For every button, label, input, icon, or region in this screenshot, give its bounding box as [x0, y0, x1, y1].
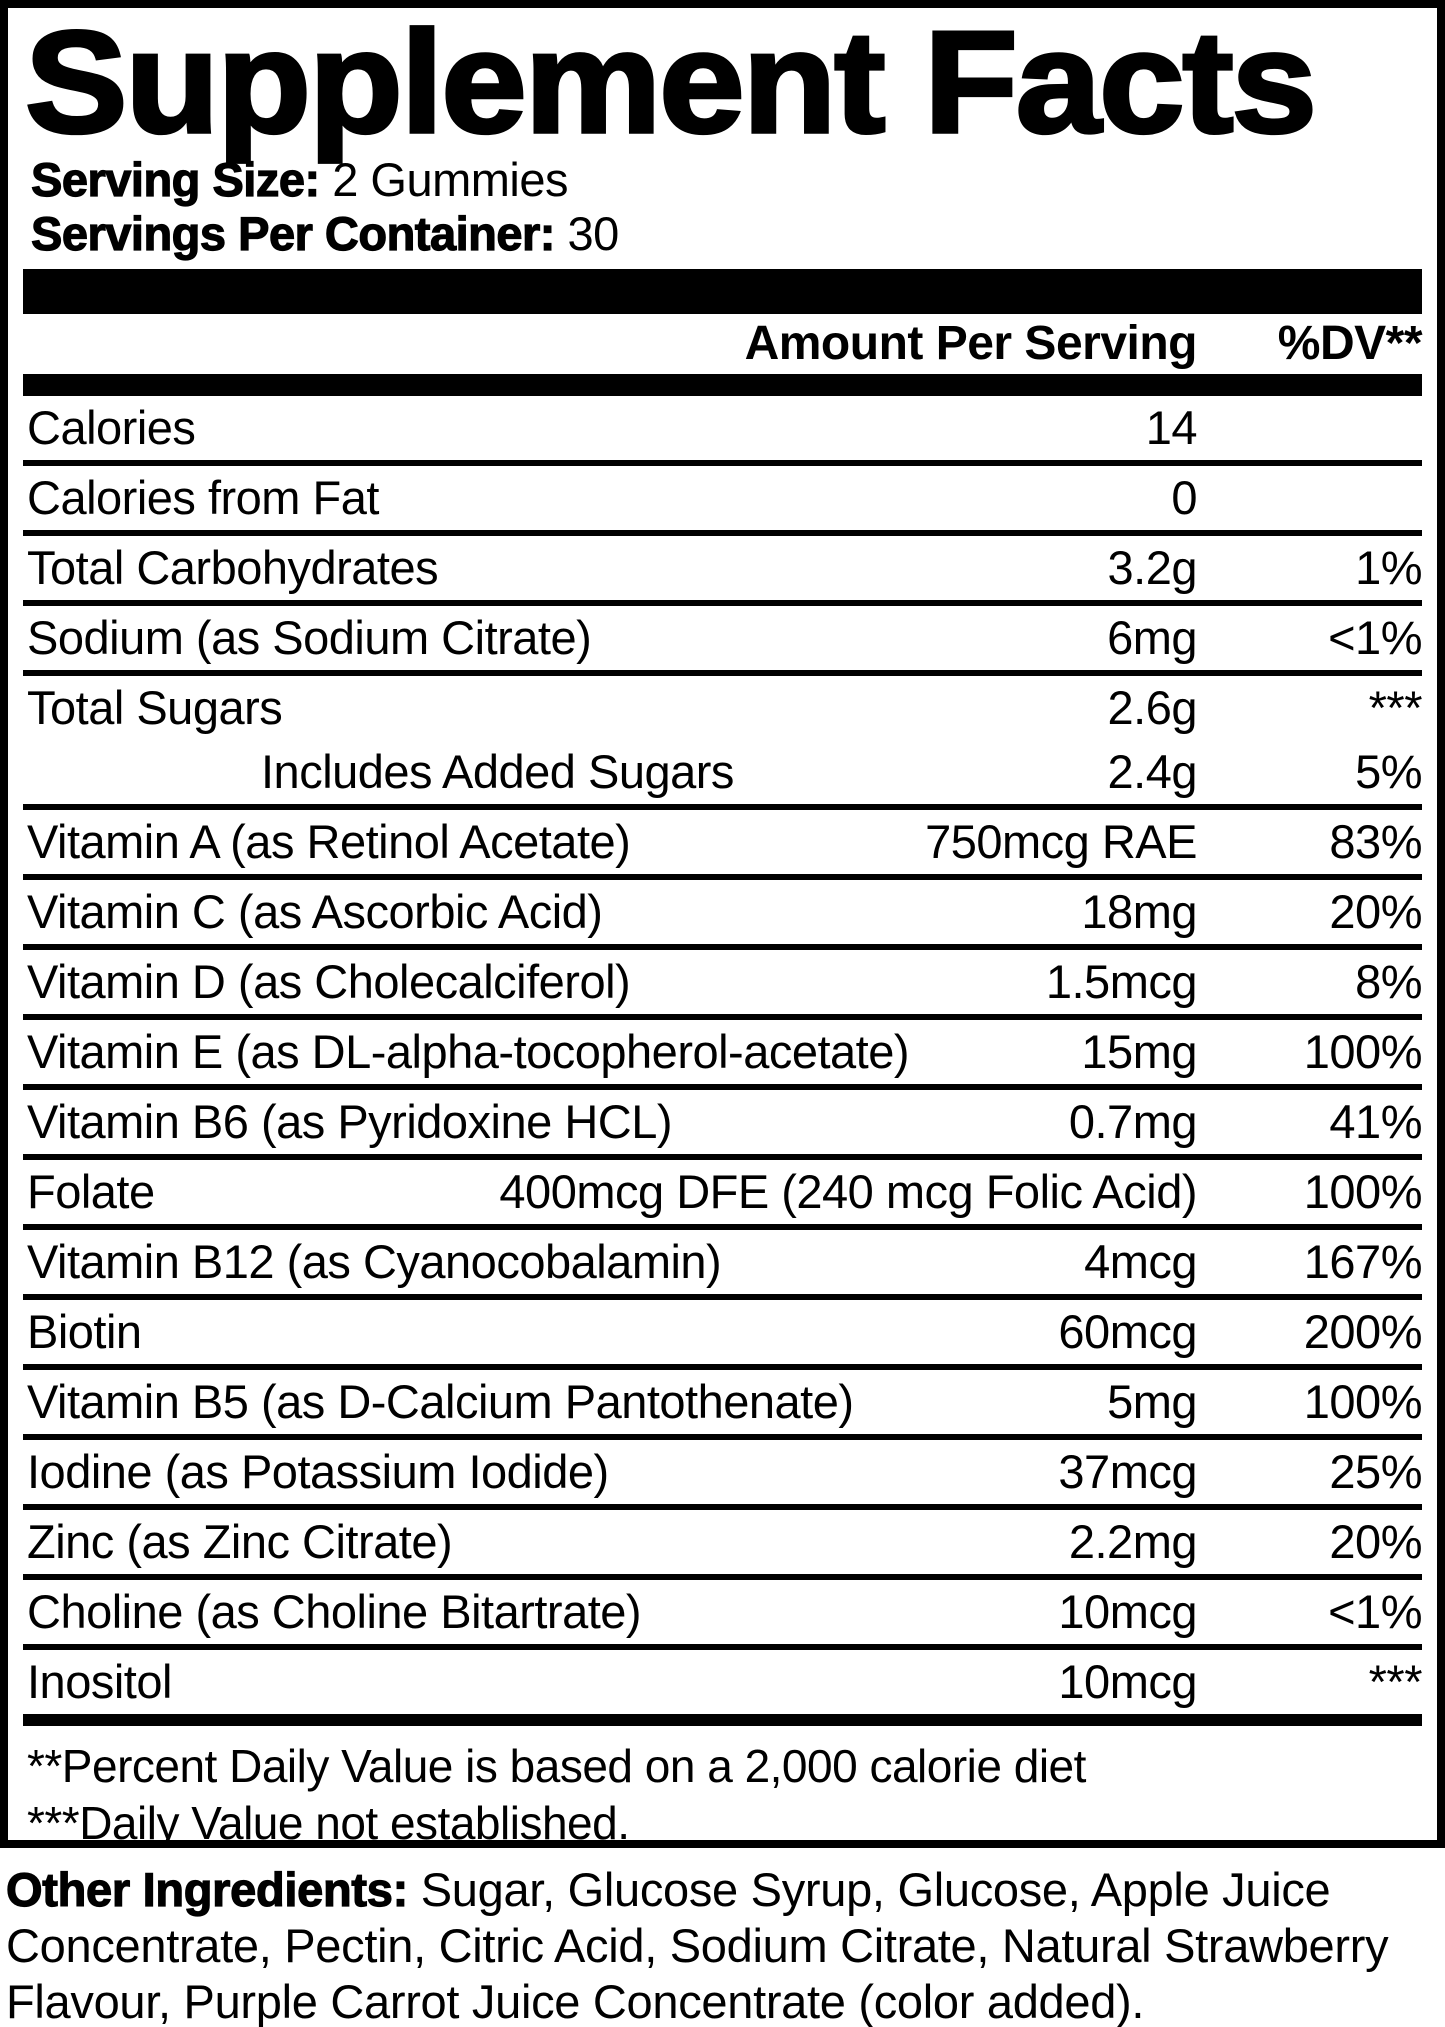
nutrient-amount: 3.2g [1107, 541, 1198, 595]
nutrient-row: Vitamin D (as Cholecalciferol) 1.5mcg 8% [23, 950, 1423, 1021]
nutrient-row: Zinc (as Zinc Citrate) 2.2mg 20% [23, 1510, 1423, 1581]
nutrient-dv: 100% [1303, 1165, 1423, 1219]
page-title: Supplement Facts [23, 1, 1319, 163]
nutrient-dv: 5% [1355, 745, 1422, 799]
nutrient-amount: 4mcg [1084, 1235, 1197, 1289]
nutrient-name: Vitamin B6 (as Pyridoxine HCL) [27, 1095, 672, 1149]
nutrient-amount: 60mcg [1058, 1305, 1197, 1359]
nutrient-amount: 2.2mg [1068, 1515, 1198, 1569]
servings-per-container-value: 30 [567, 207, 620, 261]
nutrient-row: Vitamin B12 (as Cyanocobalamin) 4mcg 167… [23, 1230, 1423, 1301]
nutrient-row: Biotin 60mcg 200% [23, 1300, 1423, 1371]
other-ingredients: Other Ingredients: Sugar, Glucose Syrup,… [5, 1862, 1439, 2027]
nutrient-row: Vitamin E (as DL-alpha-tocopherol-acetat… [23, 1020, 1423, 1091]
nutrient-name: Sodium (as Sodium Citrate) [27, 611, 592, 665]
footnote-not-established: ***Daily Value not established. [27, 1797, 630, 1848]
nutrient-row: Vitamin B6 (as Pyridoxine HCL) 0.7mg 41% [23, 1090, 1423, 1161]
nutrient-amount: 10mcg [1058, 1655, 1197, 1709]
nutrient-row: Sodium (as Sodium Citrate) 6mg <1% [23, 606, 1423, 677]
nutrient-dv: 167% [1303, 1235, 1423, 1289]
nutrient-dv: 20% [1329, 885, 1422, 939]
amount-per-serving-header: Amount Per Serving [744, 317, 1198, 371]
nutrient-amount: 6mg [1107, 611, 1197, 665]
nutrient-row: Vitamin C (as Ascorbic Acid) 18mg 20% [23, 880, 1423, 951]
nutrient-dv: <1% [1328, 611, 1422, 665]
nutrient-amount: 18mg [1081, 885, 1197, 939]
nutrient-row: Total Carbohydrates 3.2g 1% [23, 536, 1423, 607]
nutrient-dv: <1% [1328, 1585, 1422, 1639]
other-ingredients-text: Sugar, Glucose Syrup, Glucose, Apple Jui… [6, 1863, 1389, 2027]
nutrient-amount: 37mcg [1058, 1445, 1197, 1499]
other-ingredients-label: Other Ingredients: [5, 1862, 408, 1916]
nutrient-dv: 200% [1303, 1305, 1423, 1359]
nutrient-row: Vitamin A (as Retinol Acetate) 750mcg RA… [23, 810, 1423, 881]
nutrient-amount: 2.4g [1107, 745, 1198, 799]
facts-box: Supplement Facts Serving Size: 2 Gummies… [0, 0, 1445, 1848]
nutrient-name: Vitamin E (as DL-alpha-tocopherol-acetat… [27, 1025, 910, 1079]
nutrient-dv: 83% [1329, 815, 1422, 869]
nutrient-name: Total Sugars [27, 681, 283, 735]
nutrient-dv: 20% [1329, 1515, 1422, 1569]
nutrient-name: Vitamin B5 (as D-Calcium Pantothenate) [27, 1375, 854, 1429]
nutrient-amount: 2.6g [1107, 681, 1198, 735]
nutrient-dv: 100% [1303, 1025, 1423, 1079]
nutrient-row: Calories from Fat 0 [23, 466, 1422, 537]
nutrient-row: Inositol 10mcg *** [23, 1650, 1423, 1714]
nutrient-amount: 14 [1145, 401, 1198, 455]
nutrient-amount: 0 [1171, 471, 1197, 525]
nutrient-row: Folate 400mcg DFE (240 mcg Folic Acid) 1… [23, 1160, 1423, 1231]
percent-dv-header: %DV** [1277, 317, 1423, 371]
nutrient-dv: *** [1368, 681, 1423, 735]
nutrient-row: Calories 14 [23, 396, 1422, 467]
nutrient-row: Choline (as Choline Bitartrate) 10mcg <1… [23, 1580, 1423, 1651]
nutrient-amount: 15mg [1081, 1025, 1197, 1079]
nutrient-name: Vitamin A (as Retinol Acetate) [27, 815, 631, 869]
nutrient-amount: 5mg [1107, 1375, 1197, 1429]
nutrient-dv: *** [1368, 1655, 1423, 1709]
nutrient-row: Vitamin B5 (as D-Calcium Pantothenate) 5… [23, 1370, 1423, 1441]
nutrient-name: Vitamin D (as Cholecalciferol) [27, 955, 631, 1009]
nutrient-name: Calories [27, 401, 196, 455]
nutrient-dv: 8% [1355, 955, 1422, 1009]
nutrient-dv: 25% [1329, 1445, 1422, 1499]
footnote-daily-value: **Percent Daily Value is based on a 2,00… [27, 1740, 1086, 1793]
nutrient-row: Total Sugars 2.6g *** [23, 676, 1423, 740]
nutrient-amount: 0.7mg [1068, 1095, 1198, 1149]
serving-size-line: Serving Size: 2 Gummies [30, 152, 1422, 207]
nutrient-amount: 1.5mcg [1045, 955, 1198, 1009]
nutrient-name: Calories from Fat [27, 471, 379, 525]
divider-footnote [23, 1714, 1422, 1727]
nutrient-name: Includes Added Sugars [261, 745, 734, 799]
nutrient-dv: 1% [1355, 541, 1422, 595]
nutrient-name: Zinc (as Zinc Citrate) [27, 1515, 453, 1569]
nutrient-amount: 400mcg DFE (240 mcg Folic Acid) [499, 1165, 1197, 1219]
divider-thick-top [23, 269, 1422, 315]
nutrient-dv: 41% [1329, 1095, 1422, 1149]
nutrient-amount: 10mcg [1058, 1585, 1197, 1639]
servings-per-container-line: Servings Per Container: 30 [30, 206, 1422, 261]
serving-size-label: Serving Size: [30, 152, 320, 207]
nutrient-name: Folate [27, 1165, 155, 1219]
servings-per-container-label: Servings Per Container: [30, 206, 556, 261]
footnotes: **Percent Daily Value is based on a 2,00… [23, 1726, 1422, 1848]
nutrient-name: Vitamin B12 (as Cyanocobalamin) [27, 1235, 722, 1289]
divider-medium [23, 374, 1422, 397]
nutrient-row: Includes Added Sugars 2.4g 5% [23, 740, 1423, 811]
serving-info: Serving Size: 2 Gummies Servings Per Con… [23, 152, 1422, 261]
nutrient-name: Biotin [27, 1305, 142, 1359]
nutrient-dv: 100% [1303, 1375, 1423, 1429]
nutrient-name: Total Carbohydrates [27, 541, 439, 595]
nutrient-table: Calories 14 Calories from Fat 0 Total Ca… [23, 396, 1423, 1714]
nutrient-row: Iodine (as Potassium Iodide) 37mcg 25% [23, 1440, 1423, 1511]
table-header-row: Amount Per Serving %DV** [23, 314, 1423, 374]
nutrient-amount: 750mcg RAE [925, 815, 1197, 869]
nutrient-name: Inositol [27, 1655, 172, 1709]
nutrient-name: Choline (as Choline Bitartrate) [27, 1585, 642, 1639]
nutrient-name: Iodine (as Potassium Iodide) [27, 1445, 609, 1499]
serving-size-value: 2 Gummies [332, 153, 568, 207]
nutrient-name: Vitamin C (as Ascorbic Acid) [27, 885, 603, 939]
